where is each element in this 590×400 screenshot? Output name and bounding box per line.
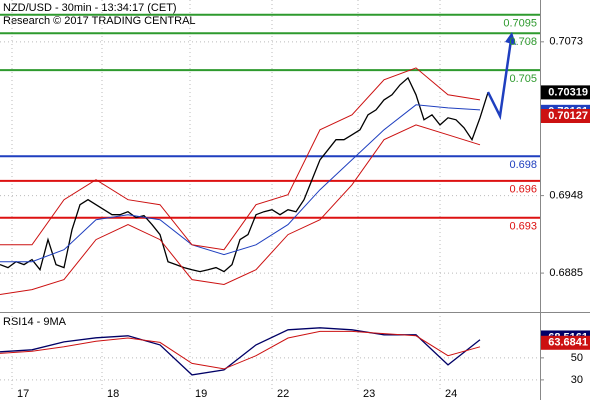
x-tick-label: 23 — [363, 388, 375, 400]
price-tag-label: 0.70127 — [548, 110, 588, 122]
arrow-head — [505, 32, 516, 45]
series-line — [0, 104, 481, 263]
level-label: 0.708 — [509, 36, 537, 48]
y-tick-label: 30 — [571, 374, 583, 386]
price-tag-label: 0.70319 — [548, 86, 588, 98]
price-tag — [541, 85, 590, 100]
level-label: 0.7095 — [503, 18, 537, 30]
series-line — [0, 67, 481, 251]
x-tick-label: 19 — [195, 388, 207, 400]
x-tick-label: 24 — [445, 388, 457, 400]
y-tick-label: 0.7073 — [549, 36, 583, 48]
y-tick-label: 0.6885 — [549, 267, 583, 279]
chart-title: NZD/USD - 30min - 13:34:17 (CET) — [3, 2, 177, 14]
forecast-arrow — [486, 39, 513, 121]
y-tick-label: 0.6948 — [549, 190, 583, 202]
price-tag-label: 63.6841 — [548, 337, 588, 349]
x-tick-label: 17 — [17, 388, 29, 400]
level-label: 0.693 — [509, 221, 537, 233]
level-label: 0.698 — [509, 159, 537, 171]
level-label: 0.696 — [509, 184, 537, 196]
price-tag — [541, 335, 590, 350]
chart-subtitle: Research © 2017 TRADING CENTRAL — [3, 15, 196, 27]
x-tick-label: 18 — [107, 388, 119, 400]
x-tick-label: 22 — [277, 388, 289, 400]
y-tick-label: 50 — [571, 352, 583, 364]
price-tag — [541, 109, 590, 124]
series-line — [0, 330, 481, 370]
series-line — [0, 124, 481, 295]
series-line — [0, 76, 489, 273]
rsi-title: RSI14 - 9MA — [3, 316, 67, 328]
level-label: 0.705 — [509, 73, 537, 85]
